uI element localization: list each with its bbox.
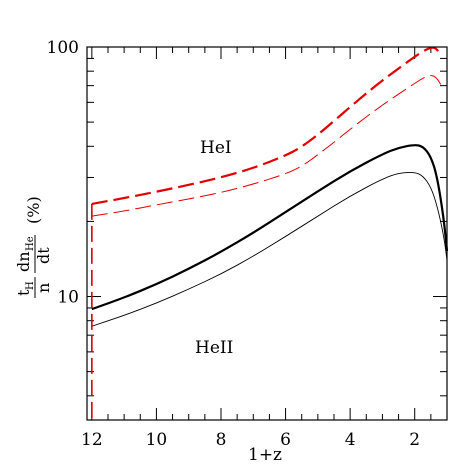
- annotation-hei: HeI: [200, 138, 232, 158]
- x-axis-label: 1+z: [248, 445, 282, 463]
- series-layer: [91, 46, 449, 420]
- x-tick-label: 4: [345, 430, 356, 450]
- y-tick-label: 10: [57, 288, 79, 308]
- y-tick-labels: 10 100: [47, 38, 79, 308]
- series-line-dashed-thick: [91, 46, 442, 206]
- x-tick-label: 6: [280, 430, 291, 450]
- x-tick-label: 8: [216, 430, 227, 450]
- ylabel-dn: dn: [14, 251, 33, 272]
- series-line-dashed-thin: [91, 75, 442, 217]
- plot-frame: [86, 46, 448, 421]
- ylabel-n: n: [34, 283, 53, 293]
- ylabel-percent: (%): [24, 196, 43, 224]
- ylabel-sub-he: He: [25, 236, 36, 251]
- axis-ticks: [87, 46, 447, 420]
- y-axis-label: t H n dn He dt (%): [14, 196, 53, 298]
- ylabel-dt: dt: [34, 247, 53, 264]
- x-tick-labels: 12 10 8 6 4 2: [81, 430, 420, 450]
- series-line-solid-thin: [91, 172, 448, 327]
- x-tick-label: 2: [409, 430, 420, 450]
- annotation-heii: HeII: [195, 338, 233, 358]
- ylabel-t: t: [14, 289, 33, 296]
- ylabel-sub-h: H: [25, 281, 36, 290]
- x-tick-label: 12: [81, 430, 103, 450]
- x-tick-label: 10: [146, 430, 168, 450]
- y-tick-label: 100: [47, 38, 79, 58]
- series-line-solid-thick: [91, 144, 449, 311]
